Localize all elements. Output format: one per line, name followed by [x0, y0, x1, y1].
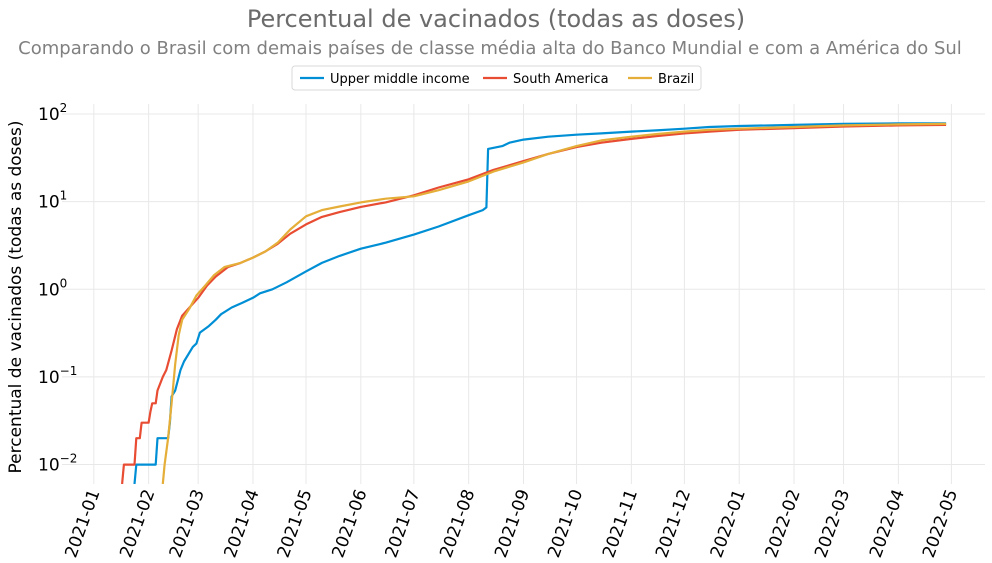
y-tick-label: 102 [38, 101, 67, 125]
x-axis-ticks: 2021-01 2021-02 2021-03 2021-04 2021-05 2021-… [61, 487, 962, 561]
legend-label: Brazil [658, 72, 694, 87]
y-tick-label: 10−2 [38, 452, 77, 476]
x-tick-label: 2022-02 [762, 487, 805, 561]
x-tick-label: 2021-05 [274, 487, 317, 561]
x-tick-label: 2021-06 [328, 487, 371, 561]
y-axis-label: Percentual de vacinados (todas as doses) [6, 121, 26, 474]
chart-title: Percentual de vacinados (todas as doses) [247, 5, 745, 33]
y-tick-label: 100 [38, 276, 67, 300]
x-tick-label: 2021-09 [491, 487, 534, 561]
x-tick-label: 2022-04 [866, 487, 909, 561]
legend-item: Brazil [628, 72, 694, 87]
x-tick-label: 2021-04 [221, 487, 264, 561]
legend-label: Upper middle income [330, 72, 470, 87]
x-tick-label: 2021-03 [166, 487, 209, 561]
x-tick-label: 2021-11 [599, 487, 642, 561]
x-tick-label: 2021-12 [652, 487, 695, 561]
series-line-brazil [161, 122, 947, 484]
chart-legend: Upper middle income South America Brazil [291, 65, 702, 91]
x-tick-label: 2021-07 [381, 487, 424, 561]
x-tick-label: 2022-05 [919, 487, 962, 561]
x-tick-label: 2021-02 [116, 487, 159, 561]
legend-label: South America [513, 72, 609, 87]
y-axis-ticks: 10−2 10−1 100 101 102 [38, 101, 77, 476]
x-tick-label: 2021-10 [544, 487, 587, 561]
x-tick-label: 2021-01 [61, 487, 104, 561]
y-tick-label: 10−1 [38, 364, 77, 388]
y-tick-label: 101 [38, 189, 67, 213]
series-lines [121, 122, 947, 484]
legend-item: Upper middle income [300, 72, 470, 87]
x-tick-label: 2021-08 [436, 487, 479, 561]
series-line-south-america [121, 123, 947, 484]
chart-subtitle: Comparando o Brasil com demais países de… [18, 38, 962, 59]
legend-item: South America [483, 72, 609, 87]
x-tick-label: 2022-01 [707, 487, 750, 561]
x-tick-label: 2022-03 [811, 487, 854, 561]
series-line-upper-middle-income [133, 122, 947, 484]
grid-lines [62, 104, 985, 484]
